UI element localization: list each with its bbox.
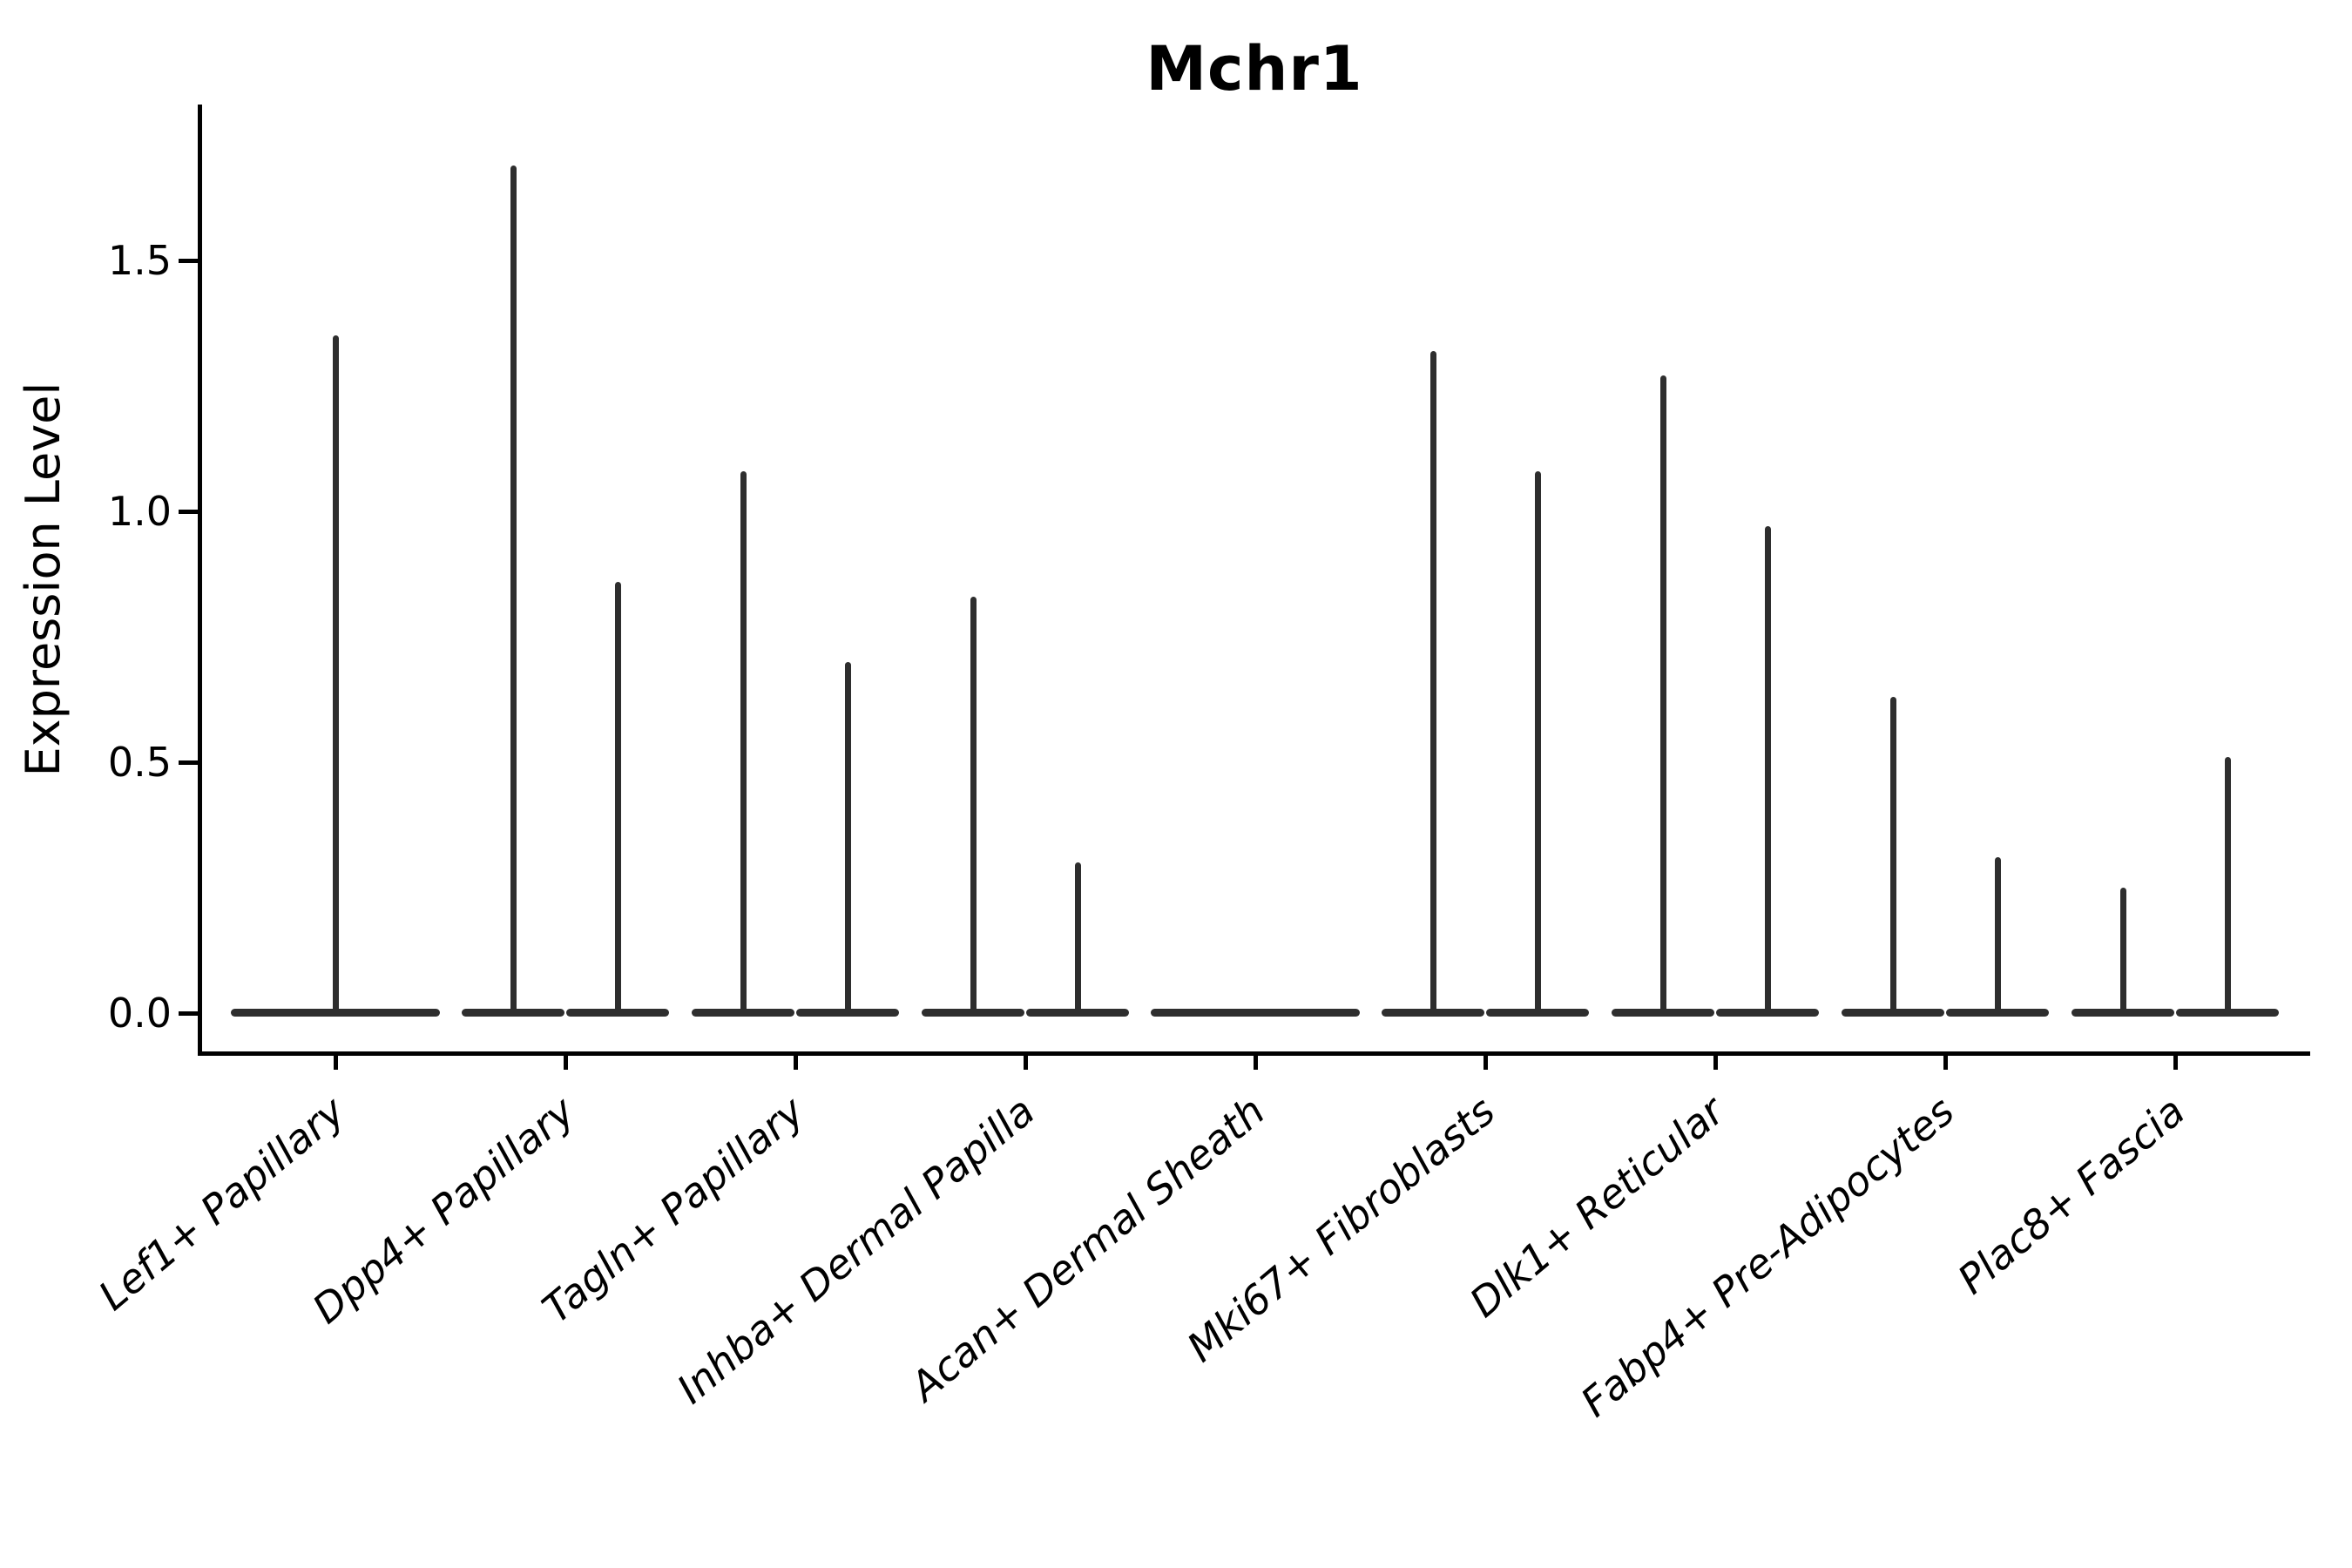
x-tick-mark [2173,1056,2178,1070]
violin-spike [2119,888,2126,1017]
x-tick-label: Lef1+ Papillary [89,1087,354,1320]
x-tick-mark [563,1056,568,1070]
violin-spike [1074,862,1081,1017]
y-tick-label: 0.5 [107,739,172,786]
x-tick-label: Plac8+ Fascia [1948,1087,2193,1303]
y-tick-label: 0.0 [107,990,172,1037]
violin-spike [1659,375,1666,1017]
y-tick-mark [179,1010,198,1016]
y-tick-mark [179,258,198,263]
violin-spike [1889,697,1896,1017]
x-tick-mark [1713,1056,1718,1070]
violin-spike [1534,470,1541,1017]
y-tick-label: 1.5 [107,237,172,284]
violin-spike [2224,757,2231,1017]
x-tick-mark [793,1056,798,1070]
violin-spike [332,335,339,1017]
x-tick-mark [1483,1056,1488,1070]
y-axis-label: Expression Level [16,382,71,777]
x-tick-mark [1943,1056,1948,1070]
chart-title: Mchr1 [1146,33,1363,105]
violin-spike [1764,526,1771,1017]
x-axis-spine [198,1051,2310,1056]
violin-spike [1429,350,1436,1017]
y-tick-mark [179,509,198,514]
violin-spike [1994,857,2001,1017]
violin-spike [970,596,977,1017]
violin-spike [614,581,621,1017]
violin-spike [844,661,851,1017]
y-tick-label: 1.0 [107,488,172,535]
violin-body [1151,1009,1360,1017]
x-tick-mark [1023,1056,1028,1070]
x-tick-mark [1253,1056,1258,1070]
violin-spike [740,470,747,1017]
violin-spike [510,165,517,1017]
y-axis-spine [198,105,202,1056]
x-tick-label: Fabp4+ Pre-Adipocytes [1571,1087,1963,1426]
y-tick-mark [179,760,198,765]
x-tick-mark [333,1056,338,1070]
